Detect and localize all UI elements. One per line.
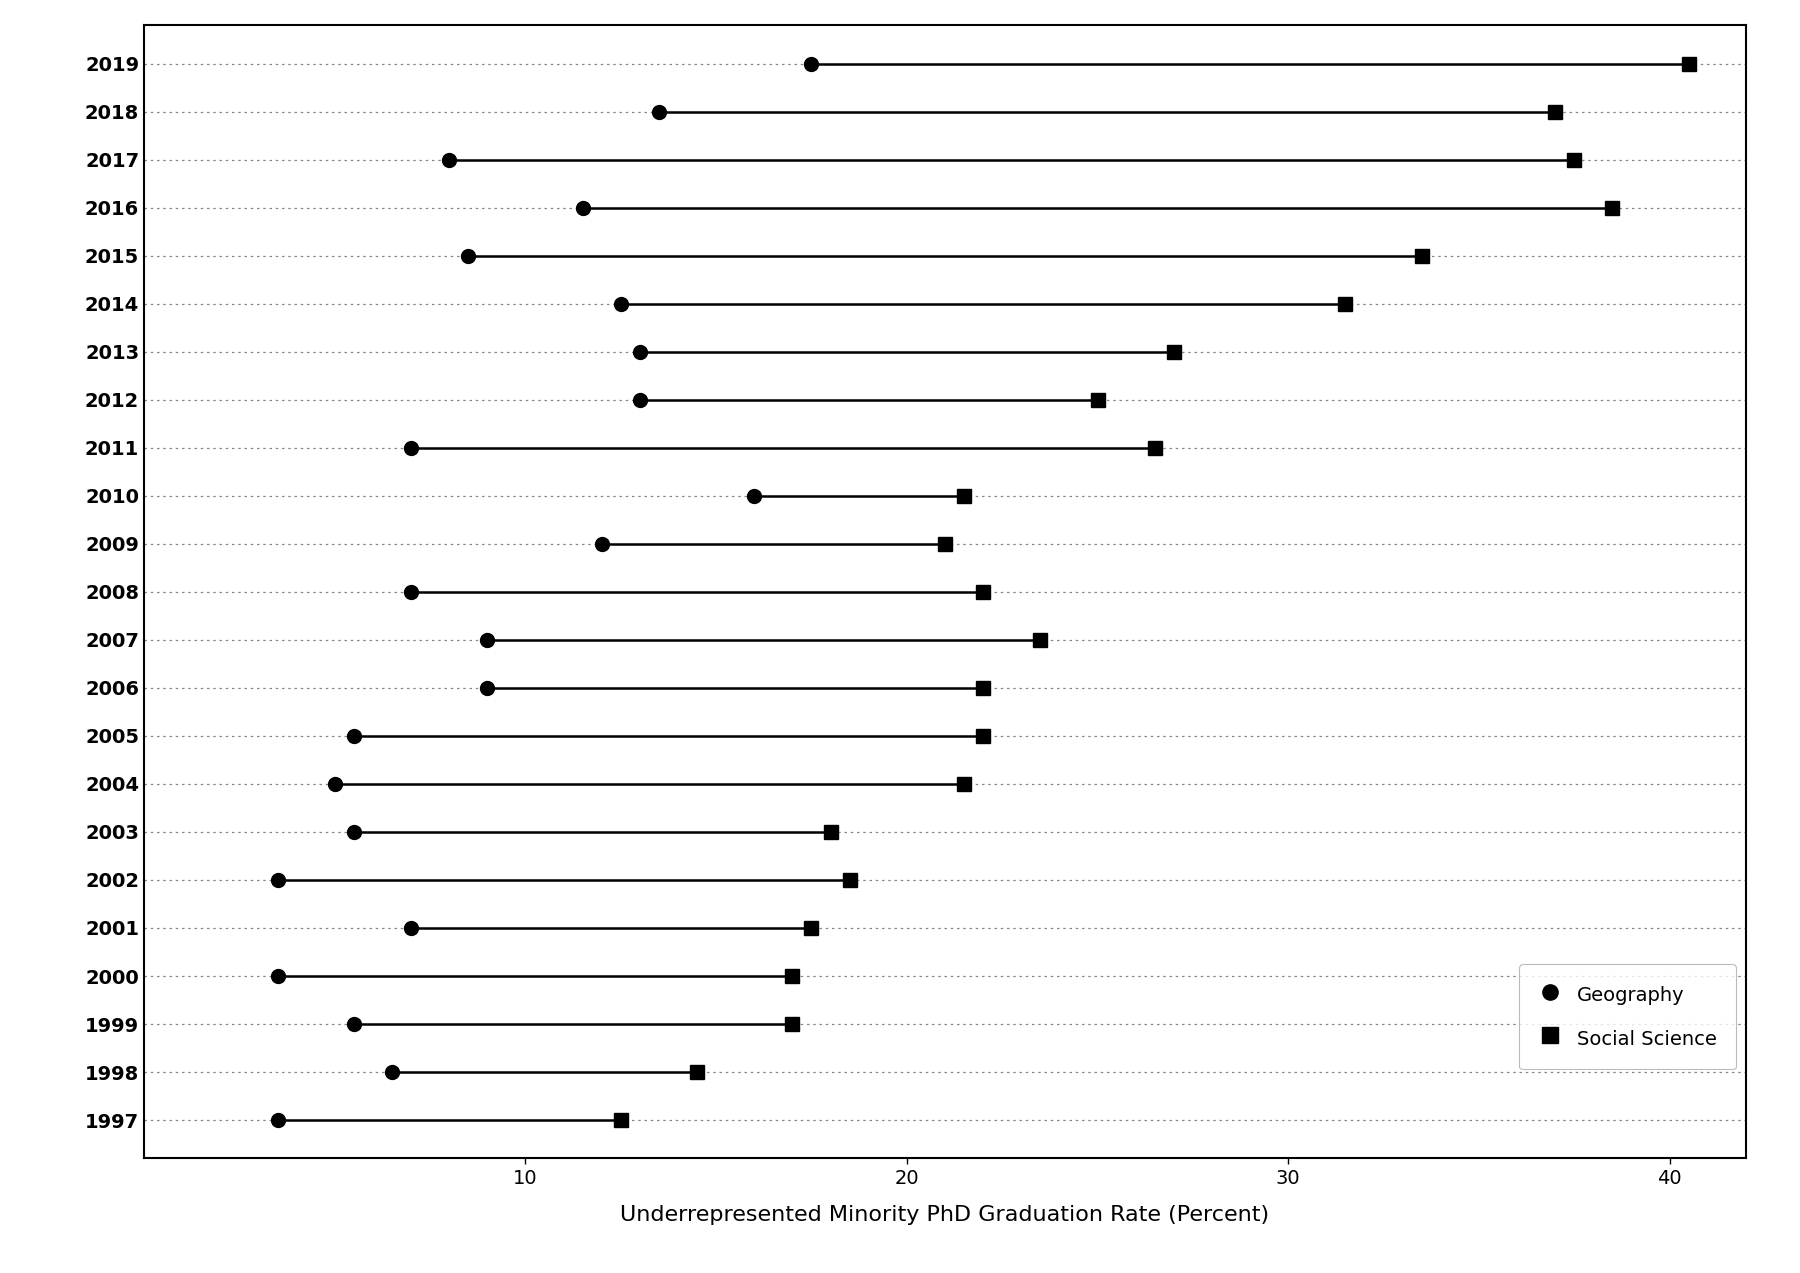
Legend: Geography, Social Science: Geography, Social Science <box>1519 964 1737 1069</box>
X-axis label: Underrepresented Minority PhD Graduation Rate (Percent): Underrepresented Minority PhD Graduation… <box>621 1204 1269 1225</box>
